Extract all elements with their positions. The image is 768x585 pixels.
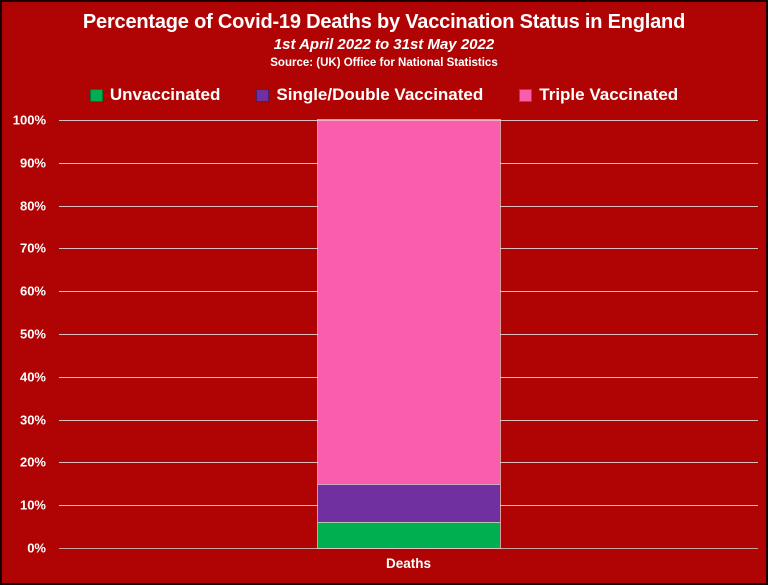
bar-segment-single-double-vaccinated [317,483,500,523]
legend-item-single-double-vaccinated: Single/Double Vaccinated [256,85,483,105]
legend-swatch-purple-icon [256,88,270,102]
y-tick-label: 80% [19,198,46,214]
y-tick-label: 40% [19,369,46,385]
legend-item-unvaccinated: Unvaccinated [89,85,221,105]
chart-title: Percentage of Covid-19 Deaths by Vaccina… [82,11,686,33]
y-tick-label: 20% [19,454,46,470]
chart-subtitle: 1st April 2022 to 31st May 2022 [273,36,495,53]
bar-segment-unvaccinated [317,522,500,548]
y-tick-label: 50% [19,326,46,342]
legend-label: Triple Vaccinated [539,85,679,104]
y-tick-label: 30% [19,412,46,428]
legend-item-triple-vaccinated: Triple Vaccinated [519,85,678,105]
legend-swatch-pink-icon [519,88,533,102]
y-tick-label: 10% [19,497,46,513]
source-note: Source: (UK) Office for National Statist… [270,57,498,69]
y-tick-label: 0% [27,540,46,556]
legend-label: Unvaccinated [109,85,221,104]
y-tick-label: 60% [19,283,46,299]
y-tick-label: 70% [19,240,46,256]
x-axis-line [59,548,758,549]
legend: Unvaccinated Single/Double Vaccinated Tr… [2,85,766,105]
legend-label: Single/Double Vaccinated [276,85,484,104]
y-tick-label: 90% [19,155,46,171]
plot-area: Deaths [59,119,758,571]
legend-swatch-green-icon [89,88,103,102]
x-category-label: Deaths [385,556,432,571]
stacked-bar [316,119,501,549]
y-tick-label: 100% [12,112,46,128]
bar-segment-triple-vaccinated [317,120,500,484]
y-axis-labels: 0% 10% 20% 30% 40% 50% 60% 70% 80% 90% 100% [2,113,46,556]
